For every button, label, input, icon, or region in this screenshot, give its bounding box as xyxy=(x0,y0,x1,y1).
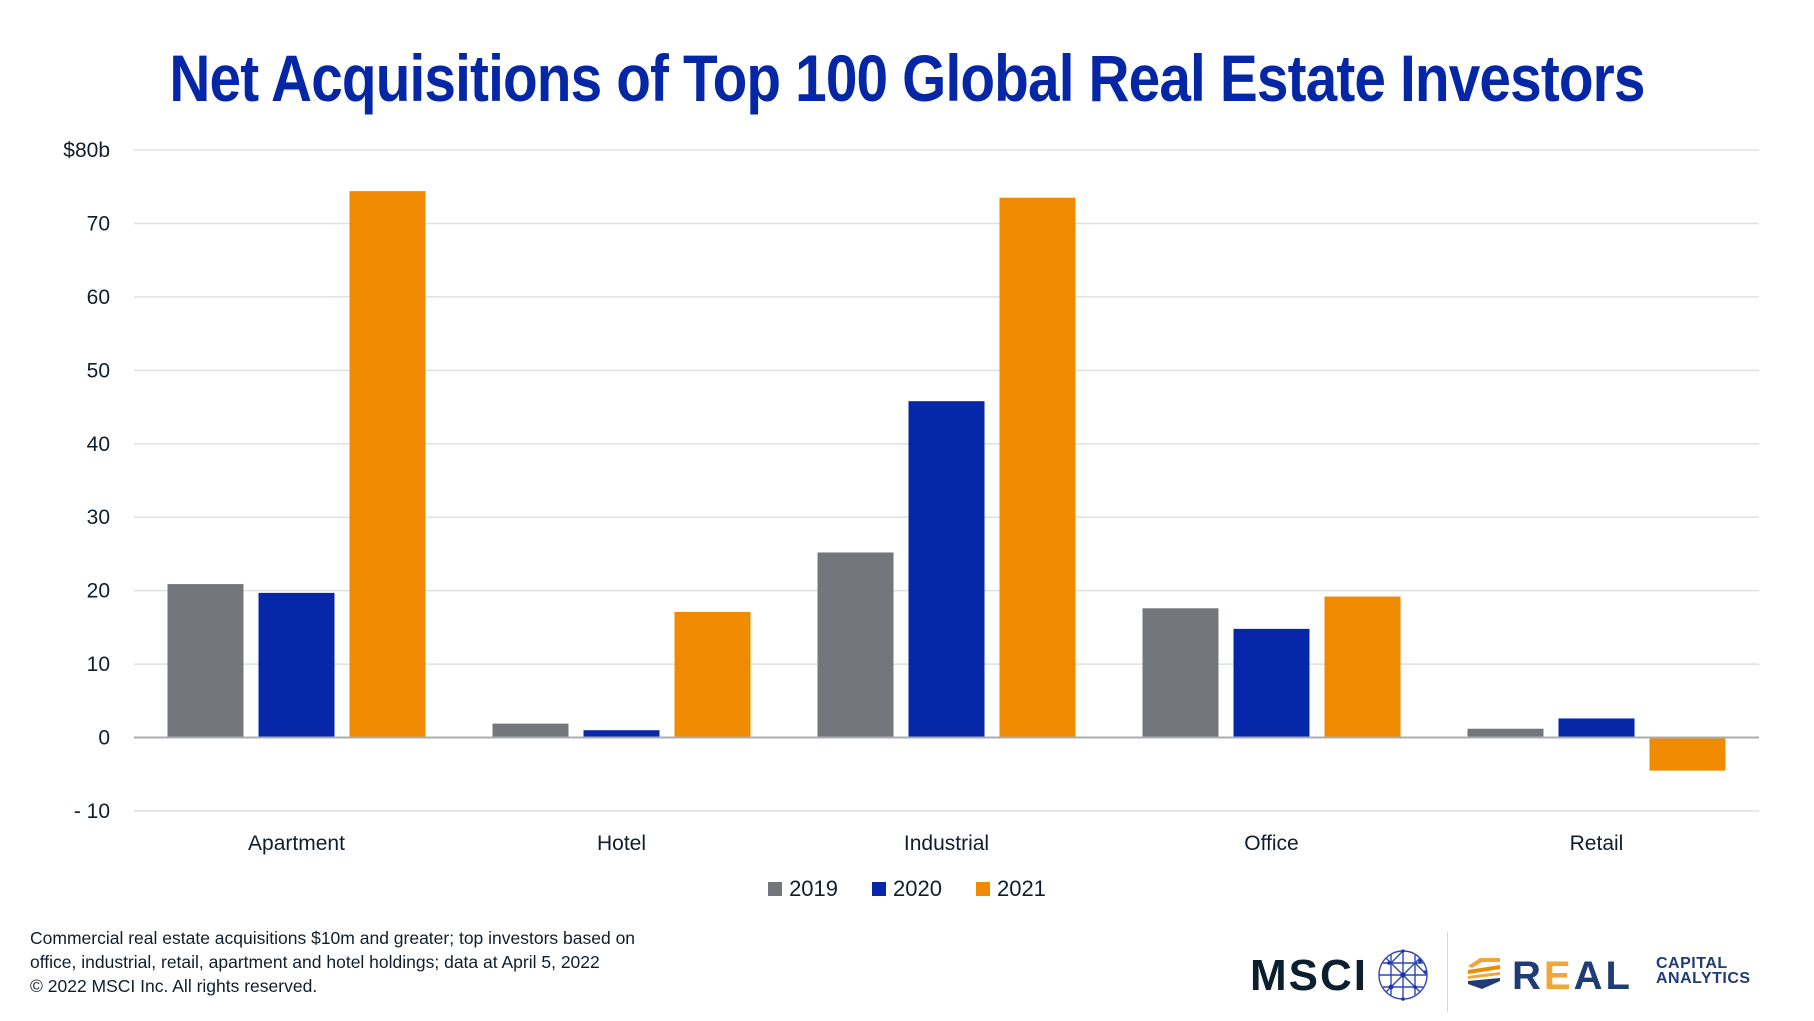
bar-chart: - 10 0 10 20 30 40 50 60 70 $80b Apartment Hotel In… xyxy=(63,139,1759,855)
y-tick-label: $80b xyxy=(63,139,110,162)
bar-apartment-2019 xyxy=(167,584,244,738)
legend-swatch xyxy=(872,882,887,896)
footnote-line: Commercial real estate acquisitions $10m… xyxy=(30,928,636,948)
y-tick-label: 10 xyxy=(87,653,110,676)
bar-industrial-2020 xyxy=(908,401,985,738)
msci-globe-icon xyxy=(1378,949,1428,1001)
legend-swatch xyxy=(768,882,783,896)
bar-industrial-2021 xyxy=(999,197,1076,738)
bar-office-2021 xyxy=(1324,596,1401,738)
bar-retail-2019 xyxy=(1467,728,1544,738)
bar-apartment-2021 xyxy=(349,191,426,738)
bar-office-2019 xyxy=(1142,608,1219,738)
y-tick-label: 40 xyxy=(87,433,110,456)
x-tick-label: Apartment xyxy=(248,832,345,855)
legend-item-2019: 2019 xyxy=(768,876,838,902)
bar-hotel-2020 xyxy=(583,730,660,738)
legend: 2019 2020 2021 xyxy=(0,876,1814,902)
bar-hotel-2019 xyxy=(492,723,569,738)
x-tick-label: Office xyxy=(1244,832,1298,855)
rca-subtitle: CAPITAL ANALYTICS xyxy=(1656,955,1751,987)
legend-label: 2019 xyxy=(789,876,839,901)
rca-r: R xyxy=(1512,954,1544,998)
y-tick-label: - 10 xyxy=(74,800,110,823)
rca-capital: CAPITAL xyxy=(1656,955,1728,972)
x-tick-label: Retail xyxy=(1570,832,1624,855)
y-tick-label: 50 xyxy=(87,359,110,382)
legend-label: 2021 xyxy=(996,876,1046,901)
logos: MSCI REAL xyxy=(1250,932,1810,1014)
legend-label: 2020 xyxy=(893,876,942,901)
bar-retail-2021 xyxy=(1649,737,1726,771)
y-tick-label: 60 xyxy=(87,286,110,309)
y-axis-ticks: - 10 0 10 20 30 40 50 60 70 $80b xyxy=(63,139,110,823)
legend-item-2020: 2020 xyxy=(872,876,942,902)
rca-e: E xyxy=(1543,954,1574,998)
y-tick-label: 70 xyxy=(87,212,110,235)
footnote-line: office, industrial, retail, apartment an… xyxy=(30,952,600,972)
y-tick-label: 20 xyxy=(87,580,110,603)
rca-analytics: ANALYTICS xyxy=(1656,970,1751,987)
rca-al: AL xyxy=(1573,954,1633,998)
rca-stack-icon xyxy=(1468,958,1500,989)
bar-office-2020 xyxy=(1233,628,1310,738)
bars xyxy=(167,191,1726,771)
bar-industrial-2019 xyxy=(817,552,894,738)
legend-swatch xyxy=(975,882,990,896)
y-tick-label: 30 xyxy=(87,506,110,529)
x-tick-label: Industrial xyxy=(904,832,989,855)
rca-logo-text: REAL xyxy=(1512,954,1633,998)
msci-logo-text: MSCI xyxy=(1250,951,1368,1000)
copyright-line: © 2022 MSCI Inc. All rights reserved. xyxy=(30,976,318,996)
bar-apartment-2020 xyxy=(258,592,335,738)
y-tick-label: 0 xyxy=(98,727,110,750)
x-tick-label: Hotel xyxy=(597,832,646,855)
chart-title: Net Acquisitions of Top 100 Global Real … xyxy=(169,41,1645,115)
legend-item-2021: 2021 xyxy=(975,876,1046,902)
bar-hotel-2021 xyxy=(674,611,751,738)
logo-divider xyxy=(1447,932,1448,1012)
bar-retail-2020 xyxy=(1558,718,1635,738)
footnote: Commercial real estate acquisitions $10m… xyxy=(30,926,635,998)
x-axis-ticks: Apartment Hotel Industrial Office Retail xyxy=(248,832,1623,855)
